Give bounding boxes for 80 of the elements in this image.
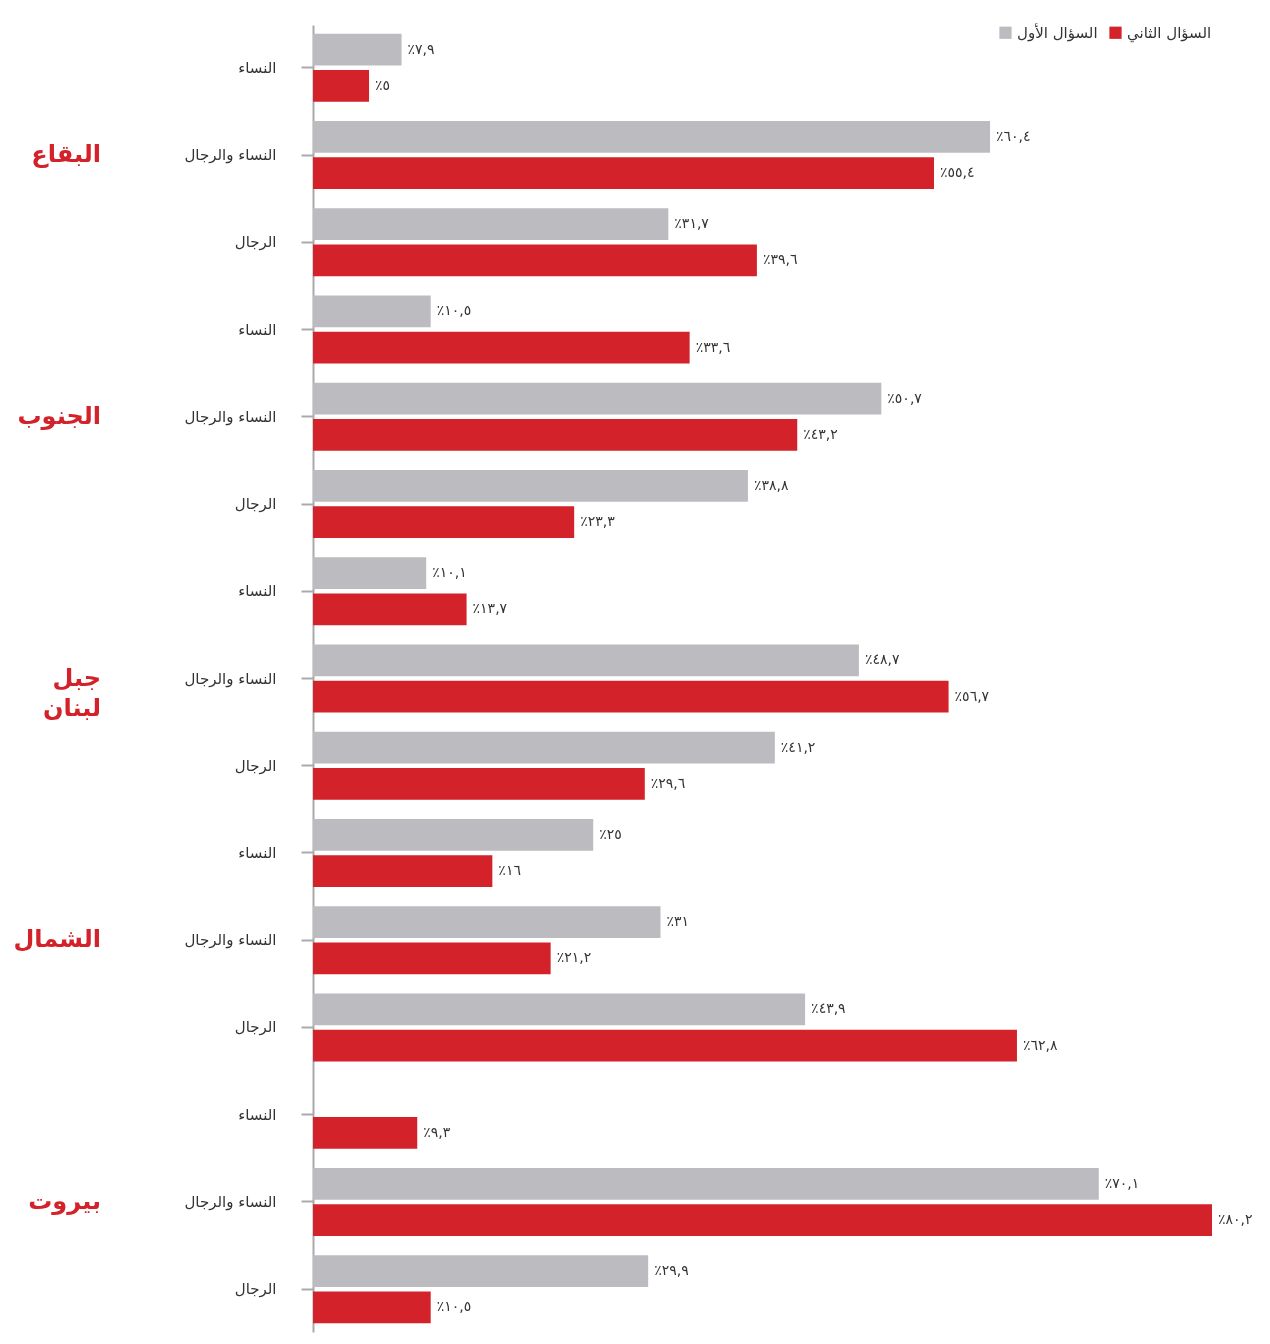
text: البقاع — [31, 140, 101, 168]
y-tick-label: الرجال — [234, 495, 277, 513]
data-label: ٪٩,٣ — [423, 1123, 451, 1140]
bar — [313, 1116, 418, 1149]
data-label: ٪١٣,٧ — [472, 600, 508, 617]
bar — [313, 731, 775, 764]
bar — [313, 942, 551, 975]
bar — [313, 818, 594, 851]
bar — [313, 644, 859, 677]
bar — [313, 1291, 431, 1324]
bar — [313, 295, 431, 328]
y-tick-label: النساء والرجال — [184, 1193, 277, 1211]
data-label: ٪٢١,٢ — [556, 949, 592, 966]
y-tick-label: الرجال — [234, 233, 277, 252]
text: بيروت — [28, 1187, 101, 1215]
bar — [313, 382, 882, 415]
data-label: ٪٣١ — [666, 913, 690, 930]
bar — [313, 1204, 1212, 1237]
y-tick-label: النساء والرجال — [184, 669, 277, 688]
bar — [313, 906, 661, 939]
bar — [313, 1167, 1099, 1200]
bar — [313, 331, 690, 364]
bar — [313, 208, 669, 241]
y-tick-label: النساء — [238, 1105, 277, 1124]
y-tick-label: الرجال — [234, 1280, 277, 1299]
text: الشمال — [13, 925, 101, 954]
bar — [313, 993, 806, 1026]
legend-label: السؤال الثاني — [1127, 23, 1212, 43]
y-tick-label: النساء والرجال — [184, 407, 277, 426]
data-label: ٪١٠,٥ — [436, 302, 472, 319]
data-label: ٪٣٩,٦ — [762, 251, 798, 268]
bar — [313, 69, 370, 102]
bar — [313, 120, 991, 153]
data-label: ٪٥٠,٧ — [887, 389, 923, 406]
y-tick-label: الرجال — [234, 1018, 277, 1037]
y-tick-label: النساء والرجال — [184, 931, 277, 950]
y-tick-label: النساء — [238, 582, 277, 601]
bar — [313, 157, 934, 190]
data-label: ٪٤٨,٧ — [864, 651, 900, 668]
bar — [313, 469, 748, 502]
data-label: ٪٧,٩ — [407, 40, 435, 57]
bar — [313, 244, 757, 277]
data-label: ٪٦٠,٤ — [996, 127, 1031, 144]
bar — [313, 855, 493, 888]
data-label: ٪٤٣,٢ — [803, 425, 838, 442]
bar — [313, 506, 575, 539]
data-label: ٪٨٠,٢ — [1218, 1211, 1253, 1228]
bar — [313, 767, 645, 800]
data-label: ٪٧٠,١ — [1104, 1174, 1140, 1191]
data-label: ٪٥٥,٤ — [940, 164, 975, 181]
data-label: ٪١٦ — [498, 862, 521, 879]
data-label: ٪٣١,٧ — [674, 215, 710, 232]
bar — [313, 557, 427, 590]
bar — [313, 593, 467, 626]
bar — [313, 418, 798, 451]
data-label: ٪٢٥ — [599, 825, 622, 842]
bar — [313, 1029, 1017, 1062]
y-tick-label: النساء — [238, 320, 277, 339]
data-label: ٪٢٩,٩ — [654, 1262, 689, 1279]
bar — [313, 680, 949, 713]
legend-label: السؤال الأول — [1017, 22, 1098, 42]
text: جبل لبنان — [42, 663, 101, 722]
data-label: ٪٢٣,٣ — [580, 513, 616, 530]
y-tick-label: النساء — [238, 844, 277, 862]
data-label: ٪٥٦,٧ — [954, 687, 990, 704]
data-label: ٪٥ — [375, 76, 391, 93]
bar — [313, 33, 402, 66]
data-label: ٪١٠,١ — [432, 564, 467, 581]
data-label: ٪٤١,٢ — [780, 738, 816, 755]
y-tick-label: النساء — [238, 58, 277, 77]
data-label: ٪٤٣,٩ — [811, 1000, 846, 1017]
y-tick-label: النساء والرجال — [184, 146, 277, 164]
text: الجنوب — [17, 401, 101, 430]
data-label: ٪٦٢,٨ — [1022, 1036, 1058, 1053]
data-label: ٪٣٣,٦ — [695, 338, 731, 355]
data-label: ٪٢٩,٦ — [650, 774, 686, 791]
data-label: ٪١٠,٥ — [436, 1298, 472, 1315]
y-tick-label: الرجال — [234, 756, 277, 775]
bar — [313, 1255, 649, 1288]
data-label: ٪٣٨,٨ — [753, 476, 789, 493]
